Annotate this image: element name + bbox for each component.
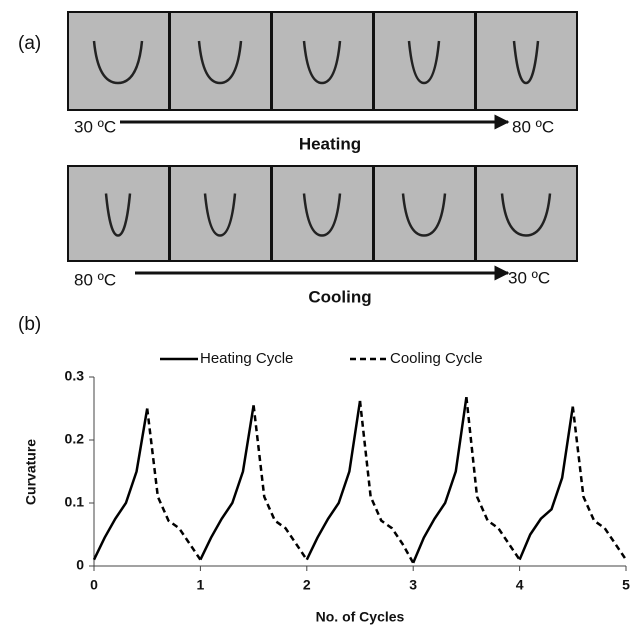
sample-shape xyxy=(512,40,540,85)
x-tick-label: 0 xyxy=(90,577,98,593)
process-label: Heating xyxy=(299,134,361,153)
photo xyxy=(271,11,374,111)
photo xyxy=(475,165,578,262)
photo xyxy=(67,165,170,262)
sample-shape xyxy=(407,40,441,85)
photo xyxy=(169,11,272,111)
sample-shape xyxy=(500,193,552,237)
photo xyxy=(271,165,374,262)
panel-label: (a) xyxy=(18,33,41,54)
sample-shape xyxy=(401,193,447,237)
photo-strip xyxy=(67,11,578,262)
sample-shape xyxy=(302,193,342,237)
sample-shape xyxy=(104,193,132,237)
photo xyxy=(169,165,272,262)
photo xyxy=(373,11,476,111)
y-tick-label: 0 xyxy=(76,557,84,573)
temperature-label: 30 ºC xyxy=(508,268,550,287)
photo xyxy=(475,11,578,111)
line xyxy=(92,396,575,564)
sample-shape xyxy=(302,40,342,85)
panel-label: (b) xyxy=(18,314,41,335)
y-tick-label: 0.2 xyxy=(65,431,85,447)
temperature-label: 80 ºC xyxy=(512,117,554,136)
sample-shape xyxy=(92,40,144,85)
photo xyxy=(373,165,476,262)
sample-shape xyxy=(197,40,243,85)
photo xyxy=(67,11,170,111)
process-label: Cooling xyxy=(308,287,371,306)
line xyxy=(145,397,628,564)
sample-shape xyxy=(203,193,237,237)
x-tick-label: 5 xyxy=(622,577,630,593)
x-tick-label: 4 xyxy=(516,577,524,593)
legend-label: Cooling Cycle xyxy=(390,350,483,367)
temperature-label: 80 ºC xyxy=(74,270,116,289)
x-tick-label: 1 xyxy=(197,577,205,593)
x-axis-label: No. of Cycles xyxy=(316,609,405,625)
y-tick-label: 0.3 xyxy=(65,368,85,384)
temperature-label: 30 ºC xyxy=(74,117,116,136)
y-axis-label: Curvature xyxy=(23,439,39,505)
legend-label: Heating Cycle xyxy=(200,350,293,367)
x-tick-label: 3 xyxy=(409,577,417,593)
x-tick-label: 2 xyxy=(303,577,311,593)
y-tick-label: 0.1 xyxy=(65,494,85,510)
